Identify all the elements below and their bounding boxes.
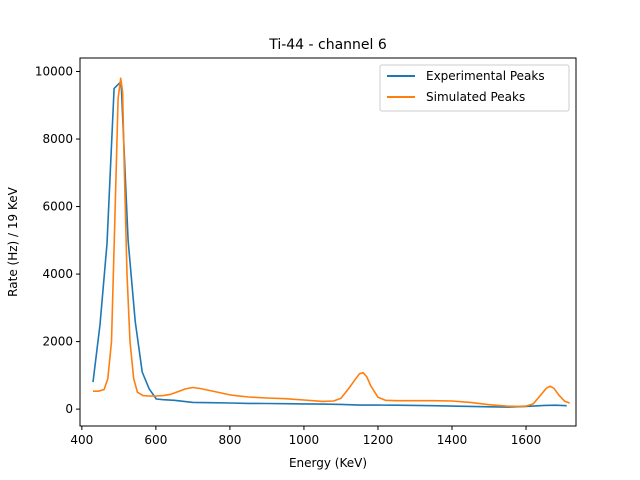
y-tick-label: 0 <box>65 402 73 416</box>
y-tick-label: 4000 <box>42 267 73 281</box>
x-tick-label: 600 <box>144 433 167 447</box>
x-tick-label: 1200 <box>363 433 394 447</box>
series-line-simulated <box>93 77 570 408</box>
y-tick-label: 6000 <box>42 200 73 214</box>
legend-label-experimental: Experimental Peaks <box>426 69 545 83</box>
x-tick-label: 800 <box>218 433 241 447</box>
y-axis-ticks: 0 2000 4000 6000 8000 10000 <box>35 65 80 416</box>
plot-frame <box>79 57 577 427</box>
y-tick-label: 10000 <box>35 65 73 79</box>
y-tick-label: 2000 <box>42 335 73 349</box>
x-tick-label: 400 <box>70 433 93 447</box>
plot-lines <box>92 77 570 408</box>
x-tick-label: 1000 <box>289 433 320 447</box>
legend: Experimental Peaks Simulated Peaks <box>379 64 570 112</box>
x-tick-label: 1400 <box>437 433 468 447</box>
x-tick-label: 1600 <box>511 433 542 447</box>
chart-title: Ti-44 - channel 6 <box>268 37 387 53</box>
legend-label-simulated: Simulated Peaks <box>426 90 525 104</box>
x-axis-ticks: 400 600 800 1000 1200 1400 1600 <box>70 426 541 447</box>
legend-frame <box>379 64 570 112</box>
x-axis-label: Energy (KeV) <box>289 456 367 470</box>
y-axis-label: Rate (Hz) / 19 KeV <box>6 186 20 296</box>
series-line-experimental <box>92 80 567 408</box>
y-tick-label: 8000 <box>42 132 73 146</box>
